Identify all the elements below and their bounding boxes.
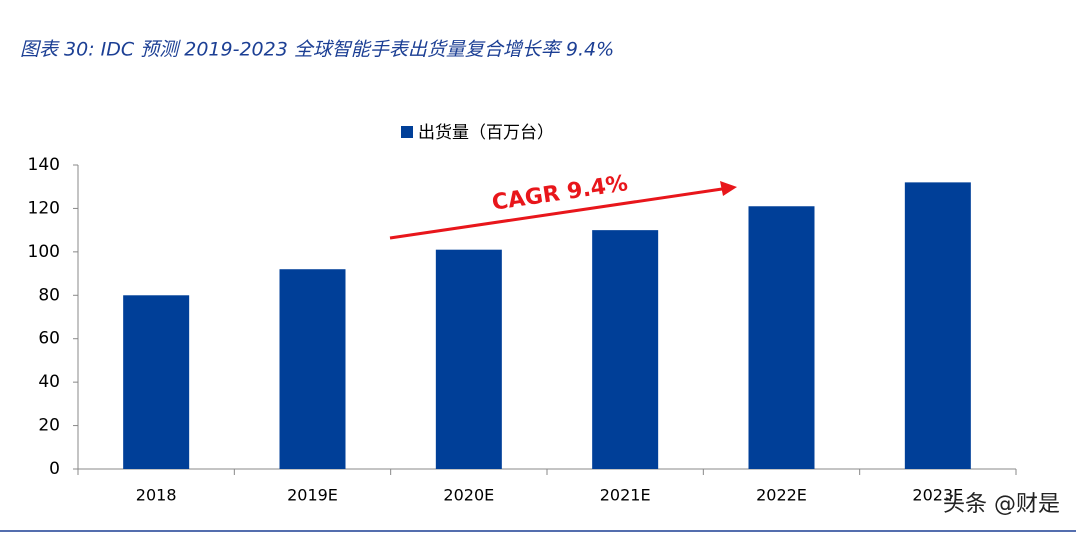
legend-label: 出货量（百万台） — [418, 123, 554, 143]
x-tick-label: 2023E — [912, 486, 963, 505]
y-tick-label: 120 — [28, 198, 60, 218]
cagr-arrow — [389, 181, 737, 240]
x-tick-label: 2021E — [600, 486, 651, 505]
x-tick-label: 2020E — [443, 486, 494, 505]
watermark: 头条 @财是 — [943, 492, 1060, 517]
x-tick-label: 2018 — [136, 486, 177, 505]
y-tick-label: 100 — [28, 242, 60, 262]
y-tick-label: 60 — [38, 329, 60, 349]
chart-title: 图表 30: IDC 预测 2019-2023 全球智能手表出货量复合增长率 9… — [20, 39, 614, 61]
bar — [123, 295, 190, 469]
y-tick-label: 140 — [28, 155, 60, 175]
y-tick-label: 40 — [38, 372, 60, 392]
y-tick-label: 20 — [38, 416, 60, 436]
y-tick-label: 0 — [49, 459, 60, 479]
y-tick-label: 80 — [38, 285, 60, 305]
bar — [435, 249, 502, 469]
bar — [904, 182, 971, 469]
x-tick-label: 2019E — [287, 486, 338, 505]
annotation: CAGR 9.4% — [490, 171, 629, 216]
bar — [592, 230, 659, 469]
bar — [279, 269, 346, 469]
bar — [748, 206, 815, 469]
legend-swatch — [401, 126, 413, 138]
x-tick-label: 2022E — [756, 486, 807, 505]
